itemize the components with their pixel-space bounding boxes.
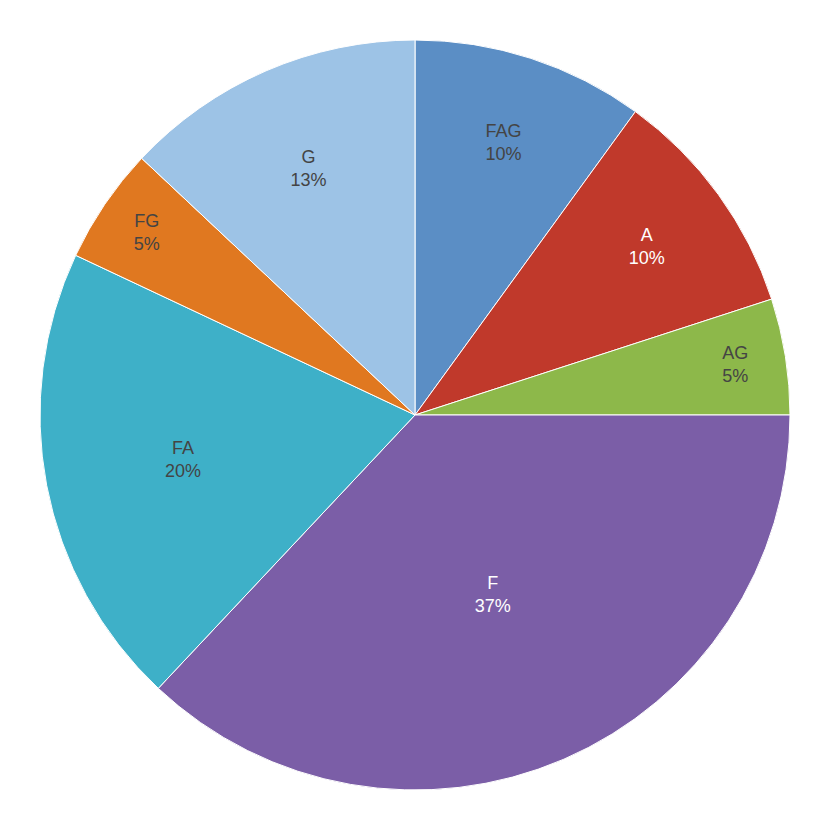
svg-text:FG5%: FG5% — [134, 211, 160, 254]
svg-text:G13%: G13% — [290, 147, 326, 190]
svg-text:A10%: A10% — [629, 225, 665, 268]
svg-text:F37%: F37% — [475, 573, 511, 616]
svg-text:FAG10%: FAG10% — [486, 121, 522, 164]
svg-text:FA20%: FA20% — [165, 438, 201, 481]
svg-text:AG5%: AG5% — [722, 343, 748, 386]
